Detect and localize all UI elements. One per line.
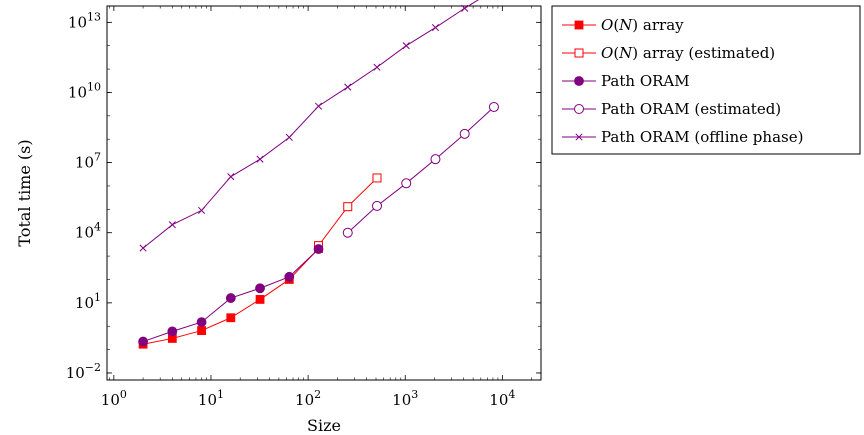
y-tick-label: 10−2 — [66, 361, 101, 382]
series-3-point — [255, 283, 265, 294]
legend-label: O(N) array — [601, 16, 684, 34]
series-1-point — [255, 295, 265, 304]
legend-marker — [574, 104, 584, 114]
series-5-point — [344, 83, 352, 91]
series-5-point — [402, 42, 410, 50]
series-5-point — [227, 173, 235, 181]
series-4-point — [430, 154, 441, 165]
series-1-point — [197, 326, 206, 335]
series-3-point — [225, 293, 236, 303]
series-5-point — [198, 206, 206, 214]
legend-item: Path ORAM (offline phase) — [562, 128, 803, 146]
y-tick-label: 104 — [75, 221, 101, 242]
series-3-point — [284, 271, 295, 282]
legend-item: Path ORAM — [562, 72, 690, 90]
y-tick-label: 101 — [75, 291, 101, 312]
series-4-point — [342, 227, 353, 238]
legend-item: O(N) array — [562, 16, 684, 34]
series-5-point — [139, 244, 147, 252]
x-axis-label: Size — [307, 416, 341, 435]
legend-label: Path ORAM — [601, 72, 690, 90]
legend-frame — [551, 5, 861, 155]
plot-frame — [106, 5, 542, 381]
axis-ticks: 100 101 102 103 104 10−2 101 104 107 1010 1013 — [66, 6, 541, 409]
legend-marker — [574, 20, 584, 30]
series-5-point — [314, 102, 323, 110]
series-5-point — [461, 4, 469, 12]
series-4-point — [401, 178, 412, 189]
legend-label: Path ORAM (estimated) — [601, 100, 781, 118]
y-tick-label: 107 — [75, 151, 101, 172]
x-tick-label: 104 — [489, 388, 515, 409]
x-tick-label: 103 — [392, 388, 418, 409]
legend-label: O(N) array (estimated) — [601, 44, 775, 62]
series-2-point — [372, 173, 382, 183]
series-4-point — [488, 101, 499, 112]
series-5-point — [256, 155, 264, 163]
series-1-point — [226, 313, 236, 323]
x-tick-label: 100 — [101, 388, 127, 409]
y-tick-label: 1010 — [68, 80, 101, 101]
series-5-point — [168, 221, 176, 229]
legend-item: Path ORAM (estimated) — [562, 100, 781, 118]
series-4-point — [371, 200, 382, 211]
legend: O(N) array O(N) array (estimated) Path ORA… — [551, 5, 861, 155]
series-layer — [138, 0, 499, 349]
series-3-point — [196, 317, 207, 327]
series-3-point — [313, 244, 324, 254]
x-tick-label: 102 — [295, 388, 321, 409]
legend-marker — [575, 133, 583, 141]
series-3-point — [167, 326, 178, 337]
y-axis-label: Total time (s) — [15, 139, 34, 246]
series-5 — [139, 0, 479, 252]
series-3 — [138, 244, 324, 347]
legend-marker — [574, 76, 584, 86]
series-3-point — [138, 336, 148, 347]
series-4-point — [459, 128, 470, 139]
legend-marker — [574, 48, 584, 58]
series-5-line — [142, 0, 479, 249]
x-tick-label: 101 — [198, 388, 224, 409]
series-4-line — [347, 106, 495, 234]
series-4 — [342, 101, 499, 238]
series-5-point — [285, 133, 293, 141]
legend-label: Path ORAM (offline phase) — [601, 128, 803, 146]
y-tick-label: 1013 — [68, 10, 101, 31]
series-2-point — [343, 202, 353, 212]
legend-item: O(N) array (estimated) — [562, 44, 775, 62]
series-5-point — [373, 63, 381, 71]
series-5-point — [431, 23, 440, 32]
